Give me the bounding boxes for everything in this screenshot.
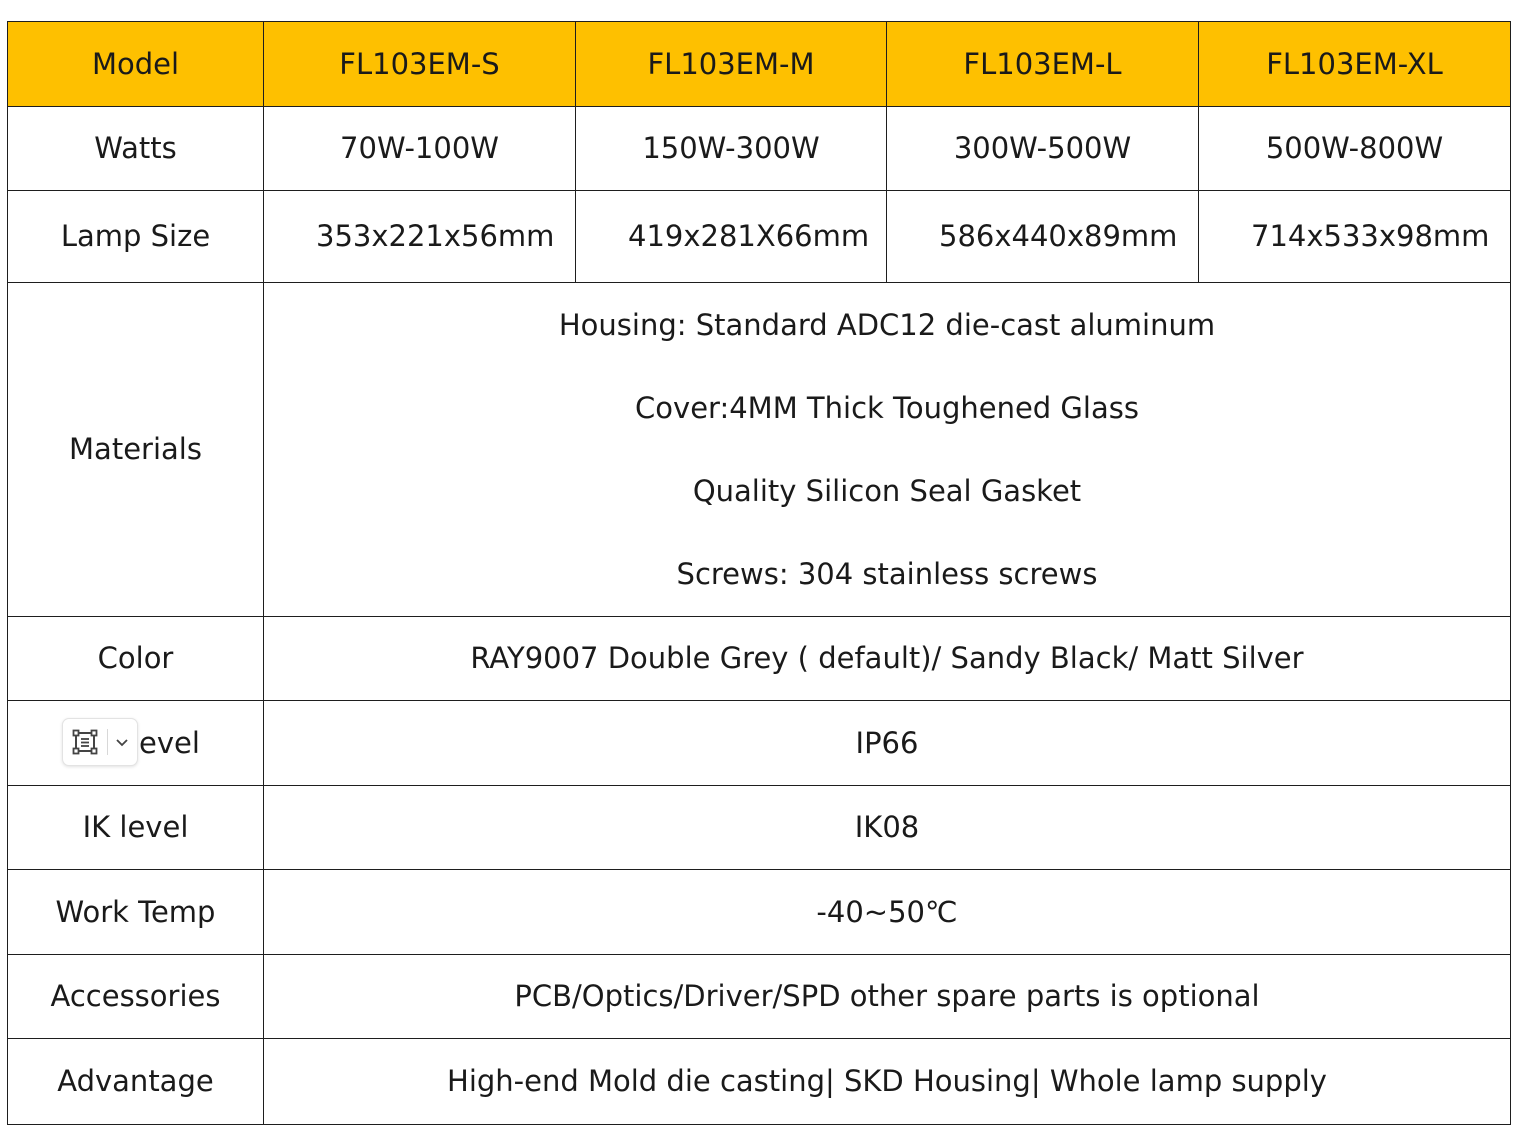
header-row: Model FL103EM-S FL103EM-M FL103EM-L FL10… <box>7 21 1511 107</box>
select-frame-icon[interactable] <box>63 719 107 765</box>
materials-cover: Cover:4MM Thick Toughened Glass <box>635 390 1139 425</box>
ik-level-label: IK level <box>7 785 264 870</box>
watts-s: 70W-100W <box>263 106 576 191</box>
floating-toolbar[interactable] <box>62 718 138 766</box>
spec-table: Model FL103EM-S FL103EM-M FL103EM-L FL10… <box>7 21 1511 1125</box>
advantage-value: High-end Mold die casting| SKD Housing| … <box>263 1038 1511 1125</box>
work-temp-value: -40~50℃ <box>263 869 1511 955</box>
ik-level-row: IK level IK08 <box>7 785 1511 870</box>
materials-screws: Screws: 304 stainless screws <box>676 556 1098 591</box>
materials-row: Materials Housing: Standard ADC12 die-ca… <box>7 282 1511 617</box>
lamp-size-s: 353x221x56mm <box>263 190 576 283</box>
color-value: RAY9007 Double Grey ( default)/ Sandy Bl… <box>263 616 1511 701</box>
lamp-size-m: 419x281X66mm <box>575 190 887 283</box>
chevron-down-icon[interactable] <box>108 719 136 765</box>
watts-label: Watts <box>7 106 264 191</box>
color-row: Color RAY9007 Double Grey ( default)/ Sa… <box>7 616 1511 701</box>
ip-level-label: evel <box>139 725 200 760</box>
work-temp-row: Work Temp -40~50℃ <box>7 869 1511 955</box>
work-temp-label: Work Temp <box>7 869 264 955</box>
lamp-size-label: Lamp Size <box>7 190 264 283</box>
accessories-value: PCB/Optics/Driver/SPD other spare parts … <box>263 954 1511 1039</box>
model-xl: FL103EM-XL <box>1198 21 1511 107</box>
model-label: Model <box>7 21 264 107</box>
color-label: Color <box>7 616 264 701</box>
watts-xl: 500W-800W <box>1198 106 1511 191</box>
watts-row: Watts 70W-100W 150W-300W 300W-500W 500W-… <box>7 106 1511 191</box>
materials-housing: Housing: Standard ADC12 die-cast aluminu… <box>558 307 1216 342</box>
watts-l: 300W-500W <box>886 106 1199 191</box>
accessories-row: Accessories PCB/Optics/Driver/SPD other … <box>7 954 1511 1039</box>
model-l: FL103EM-L <box>886 21 1199 107</box>
materials-gasket: Quality Silicon Seal Gasket <box>692 473 1082 508</box>
ip-level-label-cell: evel <box>7 700 264 786</box>
model-m: FL103EM-M <box>575 21 887 107</box>
materials-label: Materials <box>7 282 264 617</box>
toolbar-divider <box>107 729 108 755</box>
materials-value: Housing: Standard ADC12 die-cast aluminu… <box>263 282 1511 617</box>
lamp-size-l: 586x440x89mm <box>886 190 1199 283</box>
lamp-size-xl: 714x533x98mm <box>1198 190 1511 283</box>
accessories-label: Accessories <box>7 954 264 1039</box>
advantage-row: Advantage High-end Mold die casting| SKD… <box>7 1038 1511 1125</box>
ip-level-value: IP66 <box>263 700 1511 786</box>
ik-level-value: IK08 <box>263 785 1511 870</box>
advantage-label: Advantage <box>7 1038 264 1125</box>
ip-level-row: evel <box>7 700 1511 786</box>
model-s: FL103EM-S <box>263 21 576 107</box>
watts-m: 150W-300W <box>575 106 887 191</box>
lamp-size-row: Lamp Size 353x221x56mm 419x281X66mm 586x… <box>7 190 1511 283</box>
